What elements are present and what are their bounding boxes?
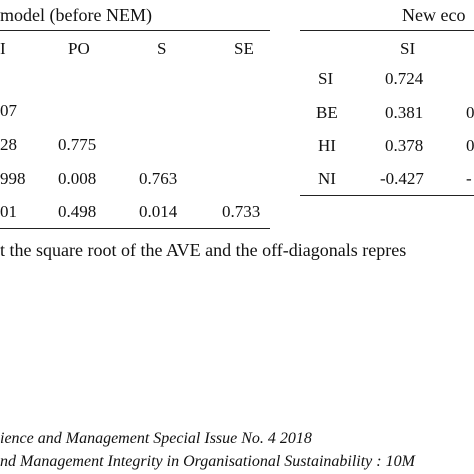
- left-header-2: PO: [68, 39, 90, 58]
- left-table-bottom-rule: [0, 228, 270, 229]
- left-cell-r3c1: 998: [0, 169, 26, 188]
- left-cell-r4c3: 0.014: [139, 202, 178, 221]
- right-table-top-rule: [300, 30, 474, 31]
- footer-journal-line: ience and Management Special Issue No. 4…: [0, 430, 312, 447]
- table-note: t the square root of the AVE and the off…: [0, 240, 407, 260]
- left-table-title: model (before NEM): [0, 5, 152, 25]
- left-cell-r2c2: 0.775: [58, 135, 97, 154]
- left-cell-r3c3: 0.763: [139, 169, 178, 188]
- right-row-label-4: NI: [318, 169, 336, 188]
- left-cell-r2c1: 28: [0, 135, 17, 154]
- right-row-extra-2: 0: [466, 103, 474, 122]
- footer-conference-line: nd Management Integrity in Organisationa…: [0, 453, 415, 470]
- right-row-label-2: BE: [316, 103, 338, 122]
- left-cell-r4c2: 0.498: [58, 202, 97, 221]
- right-table-bottom-rule: [300, 195, 474, 196]
- right-row-value-2: 0.381: [385, 103, 424, 122]
- left-header-3: S: [157, 39, 167, 58]
- right-header: SI: [400, 39, 416, 58]
- right-row-extra-4: -: [466, 169, 472, 188]
- left-cell-r1c1: 07: [0, 101, 17, 120]
- left-cell-r4c4: 0.733: [222, 202, 261, 221]
- right-row-extra-3: 0: [466, 136, 474, 155]
- left-header-4: SE: [234, 39, 254, 58]
- right-row-value-3: 0.378: [385, 136, 424, 155]
- right-row-label-1: SI: [318, 69, 334, 88]
- left-cell-r3c2: 0.008: [58, 169, 97, 188]
- left-header-1: I: [0, 39, 6, 58]
- right-table-title: New eco: [402, 5, 466, 25]
- right-row-value-4: -0.427: [380, 169, 424, 188]
- right-row-label-3: HI: [318, 136, 336, 155]
- left-table-top-rule: [0, 30, 270, 31]
- left-cell-r4c1: 01: [0, 202, 17, 221]
- right-row-value-1: 0.724: [385, 69, 424, 88]
